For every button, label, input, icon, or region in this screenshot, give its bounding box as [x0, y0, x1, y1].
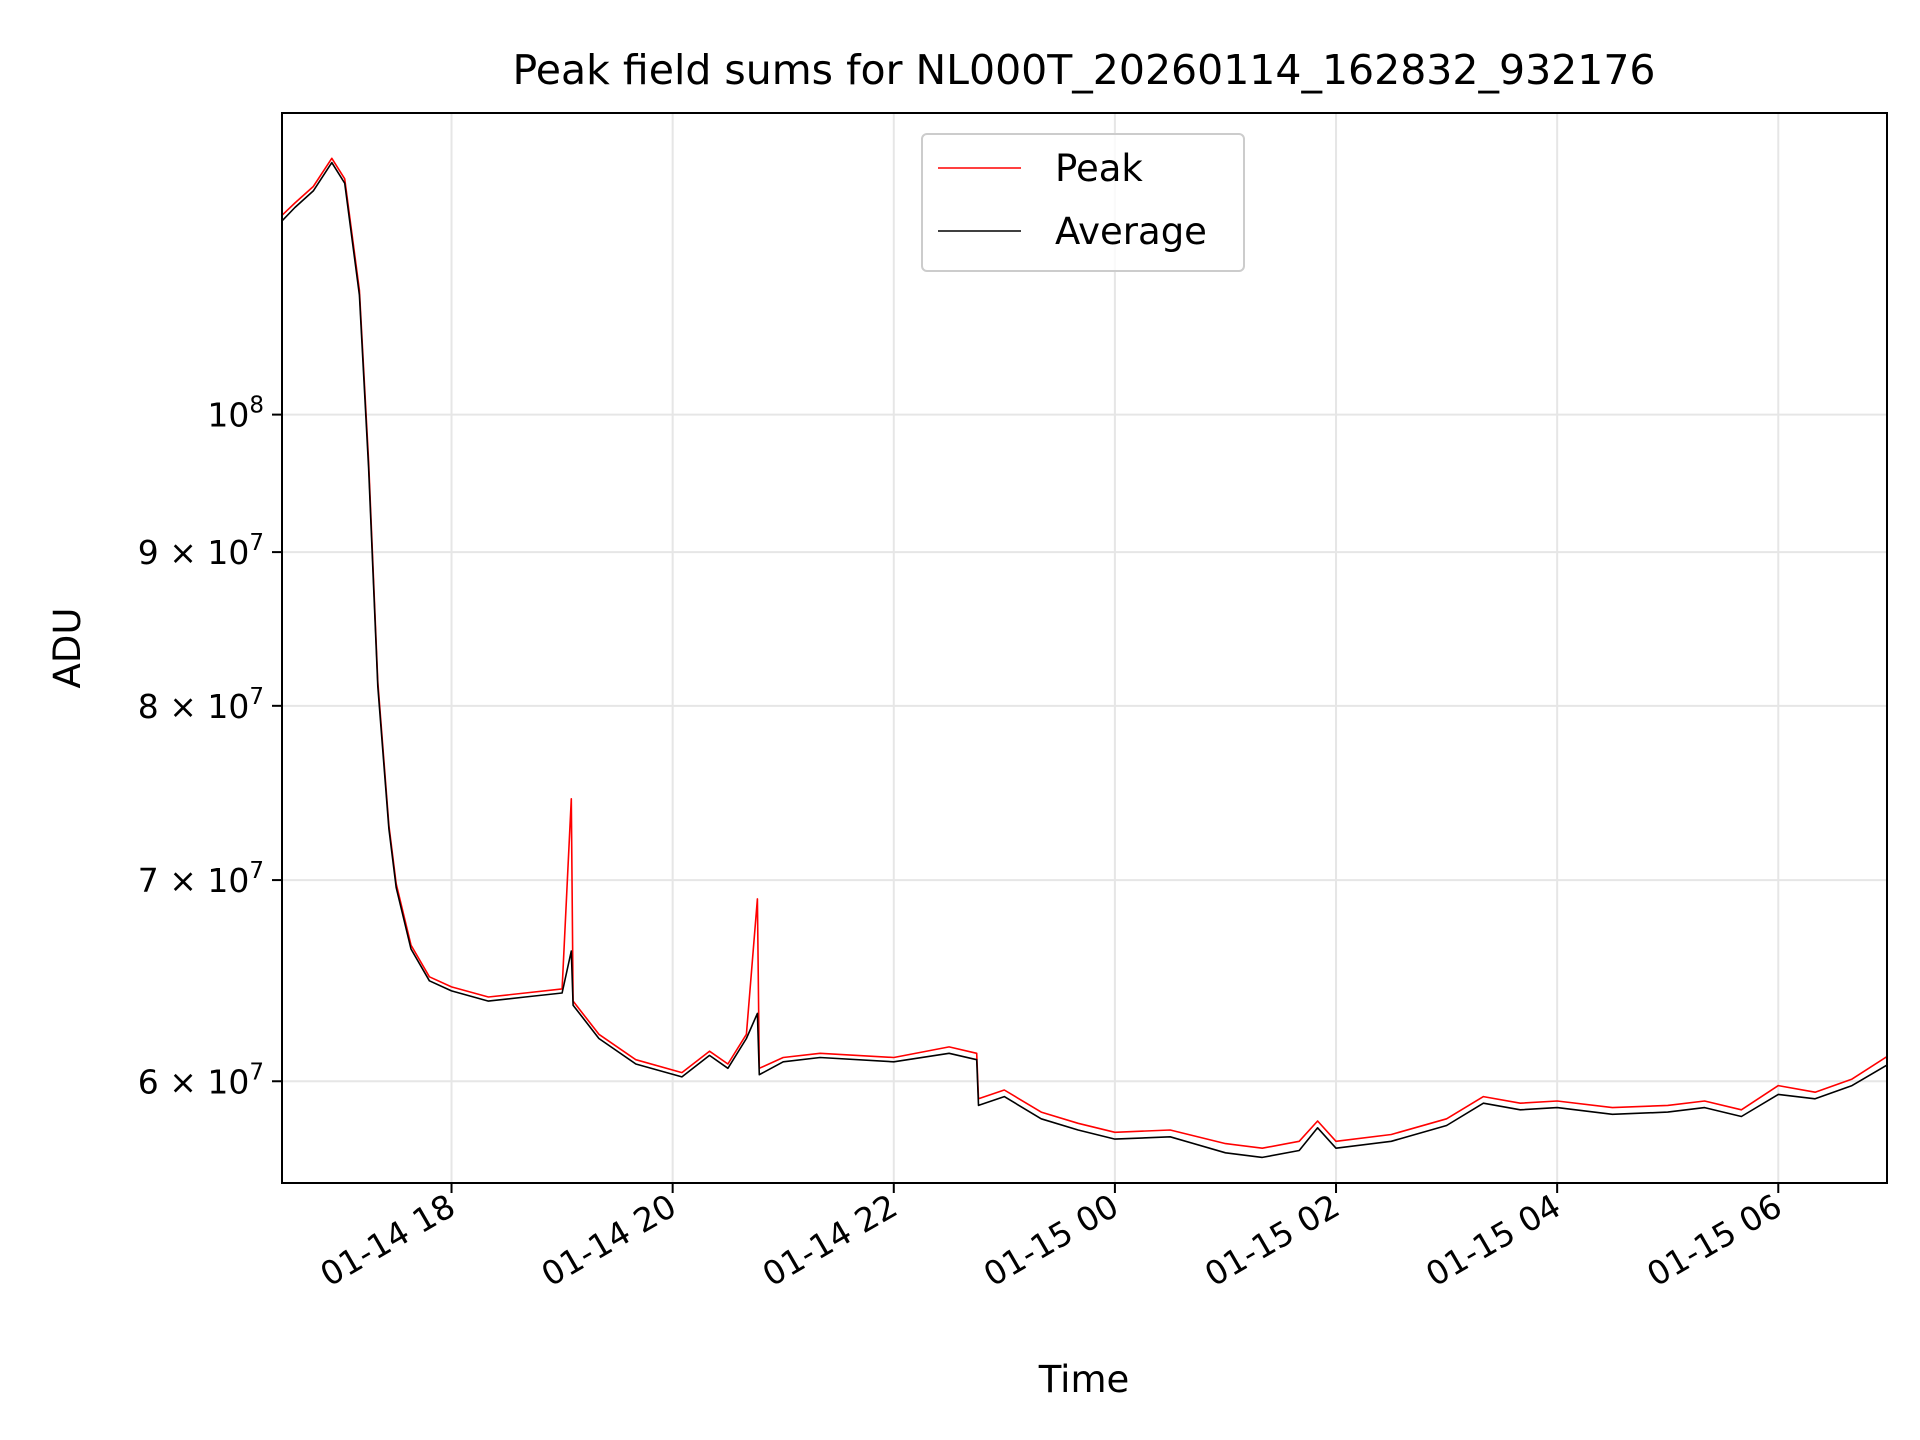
- y-tick-label: 8 × 107: [138, 684, 264, 726]
- y-tick-mantissa: 7: [138, 861, 159, 900]
- chart-title: Peak field sums for NL000T_20260114_1628…: [513, 46, 1656, 94]
- y-tick-exponent: 7: [249, 684, 264, 710]
- series-line-peak: [282, 157, 1887, 1149]
- y-tick-base: 10: [207, 533, 249, 572]
- series-line-average: [282, 161, 1887, 1159]
- y-tick-label: 6 × 107: [138, 1059, 264, 1101]
- y-tick-base: 10: [207, 1062, 249, 1101]
- y-tick-exponent: 7: [249, 530, 264, 556]
- legend-label-average: Average: [1055, 210, 1207, 253]
- legend-label-peak: Peak: [1055, 147, 1143, 190]
- y-tick-times: ×: [159, 861, 208, 900]
- grid-lines: [282, 113, 1887, 1183]
- y-tick-exponent: 7: [249, 1059, 264, 1085]
- y-tick-base: 10: [207, 396, 249, 435]
- legend: Peak Average: [921, 133, 1245, 272]
- x-axis-label: Time: [1038, 1358, 1130, 1401]
- y-tick-label: 7 × 107: [138, 858, 264, 900]
- y-axis-label: ADU: [46, 608, 89, 689]
- y-tick-base: 10: [207, 687, 249, 726]
- y-tick-label: 9 × 107: [138, 530, 264, 572]
- y-tick-times: ×: [159, 1062, 208, 1101]
- y-tick-base: 10: [207, 861, 249, 900]
- y-tick-exponent: 7: [249, 858, 264, 884]
- y-tick-mantissa: 9: [138, 533, 159, 572]
- y-tick-times: ×: [159, 533, 208, 572]
- y-tick-label: 108: [207, 393, 264, 435]
- plot-area: [282, 157, 1887, 1159]
- y-tick-mantissa: 8: [138, 687, 159, 726]
- y-tick-exponent: 8: [249, 393, 264, 419]
- y-tick-times: ×: [159, 687, 208, 726]
- plot-frame: [281, 112, 1888, 1184]
- y-tick-mantissa: 6: [138, 1062, 159, 1101]
